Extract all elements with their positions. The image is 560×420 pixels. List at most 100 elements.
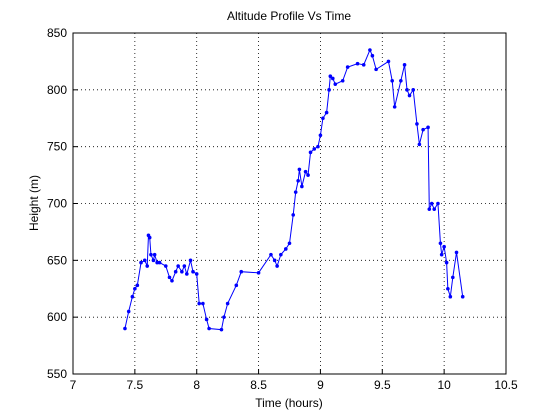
y-tick-label: 850: [47, 26, 67, 40]
data-point: [321, 116, 325, 121]
data-point: [207, 326, 211, 331]
data-point: [204, 317, 209, 322]
data-point: [188, 258, 193, 263]
data-point: [239, 269, 244, 274]
data-point: [194, 272, 199, 276]
data-point: [355, 61, 360, 66]
data-point: [225, 301, 230, 306]
data-point: [432, 207, 437, 211]
data-point: [448, 294, 453, 299]
data-point: [429, 201, 434, 206]
data-point: [157, 260, 162, 265]
data-point: [402, 63, 407, 67]
data-point: [151, 258, 156, 263]
data-point: [287, 241, 292, 246]
data-point: [256, 271, 261, 275]
data-point: [182, 264, 187, 268]
data-point: [333, 82, 338, 86]
data-point: [272, 258, 277, 263]
x-tick-label: 10.5: [494, 378, 518, 392]
data-point: [316, 144, 320, 149]
data-point: [386, 59, 391, 64]
data-point: [163, 264, 168, 268]
data-point: [176, 264, 180, 268]
data-point: [167, 275, 172, 280]
data-point: [145, 264, 150, 268]
data-point: [142, 258, 147, 263]
y-tick-label: 800: [47, 83, 67, 97]
y-tick-label: 650: [47, 253, 67, 267]
data-point: [370, 53, 375, 58]
data-point: [368, 48, 372, 52]
data-point: [451, 275, 455, 280]
x-tick-label: 9: [317, 378, 324, 392]
data-point: [296, 178, 300, 183]
data-point: [405, 88, 409, 92]
data-point: [427, 207, 432, 211]
data-point: [291, 213, 296, 217]
chart-title: Altitude Profile Vs Time: [227, 9, 351, 23]
data-point: [191, 269, 195, 274]
data-point: [361, 63, 366, 67]
data-point: [152, 252, 157, 257]
data-point: [312, 147, 317, 151]
data-point: [324, 110, 329, 115]
data-point: [390, 78, 394, 83]
data-point: [415, 122, 419, 126]
data-point: [123, 326, 127, 331]
data-point: [180, 269, 184, 274]
x-tick-label: 9.5: [374, 378, 391, 392]
data-point: [308, 150, 313, 155]
data-point: [185, 272, 189, 276]
data-point: [275, 264, 279, 268]
data-point: [417, 142, 422, 147]
data-point: [269, 252, 273, 257]
data-point: [201, 301, 205, 306]
x-tick-label: 7.5: [127, 378, 144, 392]
data-point: [454, 250, 459, 255]
data-point: [340, 78, 345, 83]
y-tick-label: 600: [47, 310, 67, 324]
x-axis-label: Time (hours): [255, 396, 323, 410]
y-tick-label: 550: [47, 367, 67, 381]
data-point: [300, 184, 304, 189]
data-point: [306, 173, 310, 177]
data-point: [444, 260, 449, 265]
data-point: [133, 286, 137, 291]
x-tick-label: 8.5: [250, 378, 267, 392]
data-point: [279, 252, 283, 257]
data-point: [155, 260, 159, 265]
data-point: [170, 278, 174, 283]
data-point: [439, 252, 444, 257]
data-point: [234, 283, 239, 288]
y-tick-label: 700: [47, 197, 67, 211]
x-tick-label: 8: [193, 378, 200, 392]
data-point: [411, 88, 416, 92]
data-point: [173, 269, 178, 274]
data-point: [399, 78, 403, 83]
data-point: [283, 247, 288, 251]
data-point: [392, 105, 397, 109]
data-point: [345, 65, 350, 69]
data-point: [219, 327, 224, 332]
data-point: [303, 169, 308, 174]
data-point: [328, 74, 333, 78]
data-point: [126, 309, 131, 314]
x-tick-label: 10: [437, 378, 451, 392]
x-tick-label: 7: [70, 378, 77, 392]
data-point: [331, 76, 335, 81]
data-point: [293, 190, 298, 194]
data-point: [438, 241, 443, 246]
data-point: [421, 127, 425, 132]
data-point: [460, 294, 465, 299]
data-point: [149, 252, 153, 257]
data-point: [442, 244, 446, 249]
data-point: [436, 201, 440, 206]
y-axis-label: Height (m): [27, 175, 41, 231]
data-point: [407, 93, 412, 98]
y-tick-label: 750: [47, 140, 67, 154]
data-point: [426, 125, 430, 130]
data-point: [222, 315, 226, 319]
data-point: [139, 260, 143, 265]
